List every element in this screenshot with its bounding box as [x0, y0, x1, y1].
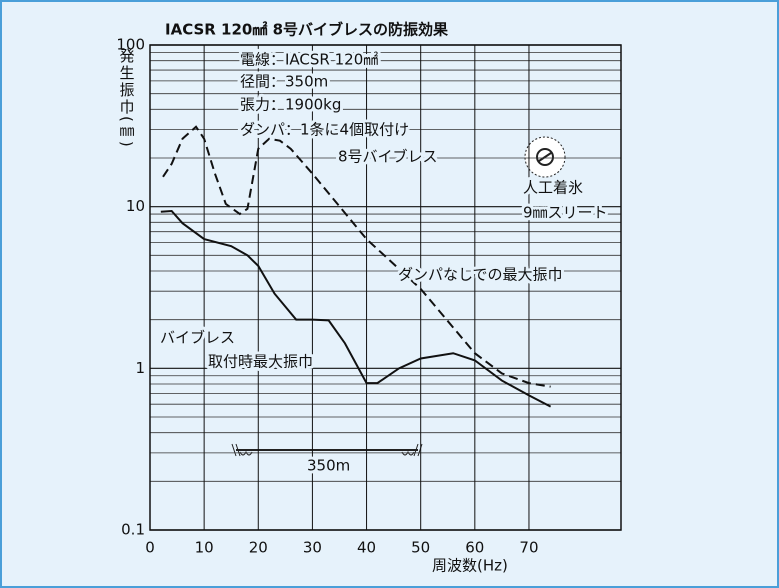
x-tick-label: 70	[519, 539, 538, 557]
x-tick-label: 20	[249, 539, 268, 557]
series-label: ダンパなしでの最大振巾	[398, 266, 563, 284]
x-tick-label: 0	[145, 539, 155, 557]
series-line	[160, 209, 552, 408]
annotation: 電線：IACSR 120㎟	[240, 51, 378, 69]
x-tick-label: 50	[411, 539, 430, 557]
y-axis-label: 発生振巾(㎜)	[118, 48, 136, 149]
ice-icon	[524, 136, 566, 178]
series-label: バイブレス	[160, 329, 235, 347]
x-tick-label: 60	[465, 539, 484, 557]
x-tick-label: 30	[303, 539, 322, 557]
annotation: 取付時最大振巾	[208, 353, 313, 371]
annotation: 径間：350m	[240, 73, 328, 91]
plot-frame	[149, 44, 622, 531]
x-tick-label: 40	[357, 539, 376, 557]
annotation: 張力：1900kg	[240, 96, 341, 114]
annotation: 350m	[307, 457, 350, 475]
series-line	[162, 125, 551, 388]
span-diagram	[231, 443, 423, 457]
annotation: 8号バイブレス	[338, 148, 438, 166]
y-tick-label: 1	[135, 359, 145, 377]
annotation: ダンパ：1条に4個取付け	[240, 121, 409, 139]
y-tick-label: 0.1	[121, 521, 145, 539]
chart-title: IACSR 120㎟ 8号バイブレスの防振効果	[165, 21, 449, 39]
y-tick-label: 10	[126, 197, 145, 215]
annotation: 人工着氷	[523, 179, 583, 197]
annotation: 9㎜スリート	[523, 204, 608, 222]
x-tick-label: 10	[195, 539, 214, 557]
x-axis-label: 周波数(Hz)	[432, 557, 508, 575]
y-tick-label: 100	[116, 36, 145, 54]
